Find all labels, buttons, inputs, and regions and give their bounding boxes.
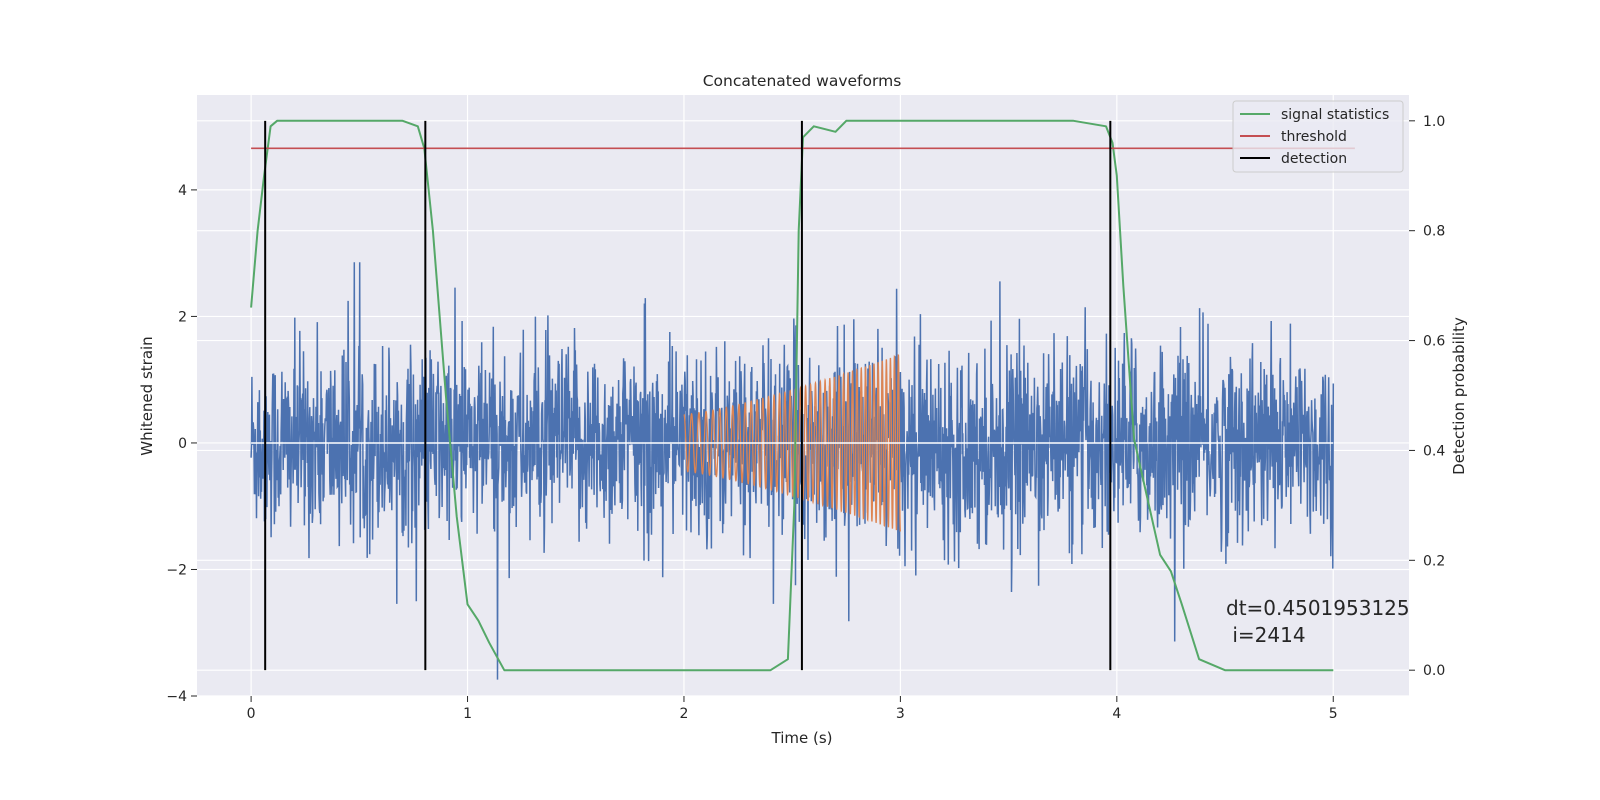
annotation-dt: dt=0.4501953125 xyxy=(1226,596,1410,620)
legend-label-detection: detection xyxy=(1281,151,1347,167)
y2-axis-ticks: 0.0 0.2 0.4 0.6 0.8 1.0 xyxy=(1409,114,1445,679)
legend: signal statistics threshold detection xyxy=(1232,100,1404,173)
x-tick-label-4: 4 xyxy=(1112,706,1121,722)
x-tick-label-5: 5 xyxy=(1329,706,1338,722)
y-tick-label--2: −2 xyxy=(166,562,187,578)
legend-label-signal: signal statistics xyxy=(1281,107,1389,123)
x-tick-label-2: 2 xyxy=(680,706,689,722)
y-axis-label: Whitened strain xyxy=(138,336,156,455)
y2-tick-label-3: 0.6 xyxy=(1423,334,1445,350)
y-axis-ticks: −4 −2 0 2 4 xyxy=(166,183,197,705)
y2-tick-label-5: 1.0 xyxy=(1423,114,1445,130)
chart-title: Concatenated waveforms xyxy=(703,72,902,90)
probability-series xyxy=(250,119,1355,672)
legend-label-threshold: threshold xyxy=(1281,129,1347,145)
x-tick-label-3: 3 xyxy=(896,706,905,722)
annotation-index: i=2414 xyxy=(1226,623,1306,647)
y2-tick-label-1: 0.2 xyxy=(1423,553,1445,569)
noise-line xyxy=(250,262,1335,680)
y-tick-label--4: −4 xyxy=(166,689,187,705)
x-axis-ticks: 0 1 2 3 4 5 xyxy=(247,696,1338,722)
chirp-line xyxy=(683,353,902,532)
y2-axis-label: Detection probability xyxy=(1450,317,1468,475)
y2-tick-label-2: 0.4 xyxy=(1423,443,1445,459)
x-axis-label: Time (s) xyxy=(771,729,833,747)
signal-statistics-line xyxy=(250,119,1334,672)
y-tick-label-2: 2 xyxy=(178,309,187,325)
chirp-series xyxy=(683,353,902,532)
y2-tick-label-4: 0.8 xyxy=(1423,224,1445,240)
y-tick-label-4: 4 xyxy=(178,183,187,199)
y-tick-label-0: 0 xyxy=(178,436,187,452)
legend-box xyxy=(1232,100,1404,173)
x-tick-label-1: 1 xyxy=(463,706,472,722)
x-tick-label-0: 0 xyxy=(247,706,256,722)
y2-tick-label-0: 0.0 xyxy=(1423,663,1445,679)
noise-series xyxy=(250,262,1335,680)
